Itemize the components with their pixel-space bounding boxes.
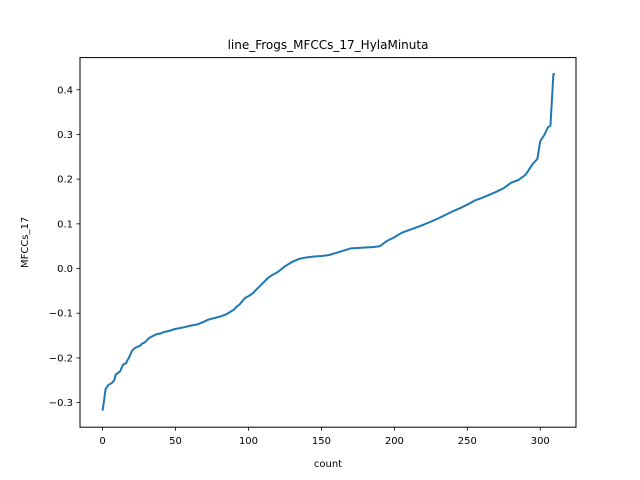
axis-ticks: 0 50 100 150 200 250 300 −0.3 −0.2 −0.1 0.0 0.1 0.2 0… (49, 85, 550, 447)
x-tick-label: 300 (531, 436, 550, 447)
chart-title: line_Frogs_MFCCs_17_HylaMinuta (228, 38, 429, 52)
x-tick-label: 200 (385, 436, 404, 447)
x-tick-label: 0 (99, 436, 105, 447)
y-tick-label: 0.4 (57, 85, 73, 96)
plot-area (101, 73, 555, 411)
y-tick-label: 0.1 (57, 219, 73, 230)
y-tick-label: 0.2 (57, 175, 73, 186)
y-tick-label: 0.0 (57, 264, 73, 275)
y-tick-label: −0.1 (49, 309, 73, 320)
x-tick-label: 250 (458, 436, 477, 447)
series-line (101, 73, 555, 411)
x-tick-label: 50 (169, 436, 182, 447)
x-tick-label: 100 (239, 436, 258, 447)
x-axis-label: count (314, 459, 342, 470)
y-tick-label: −0.2 (49, 353, 73, 364)
plot-frame (79, 57, 577, 428)
x-tick-label: 150 (312, 436, 331, 447)
y-tick-label: −0.3 (49, 398, 73, 409)
y-axis-label: MFCCs_17 (20, 217, 31, 268)
y-tick-label: 0.3 (57, 130, 73, 141)
